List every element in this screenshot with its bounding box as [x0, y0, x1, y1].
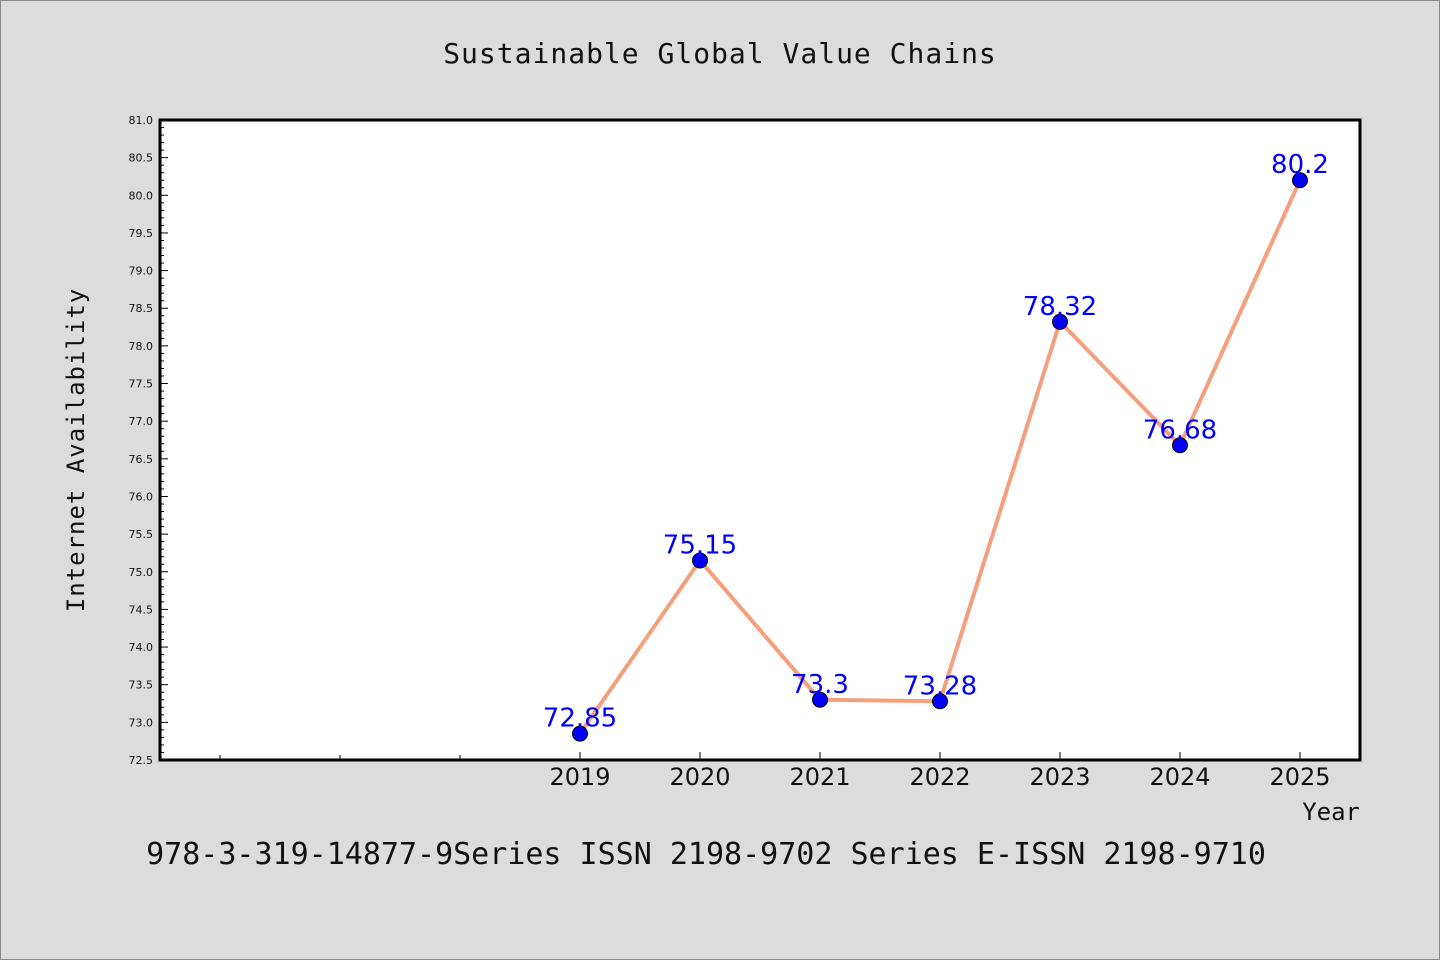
y-tick-label: 76.0: [129, 490, 154, 503]
y-tick-label: 77.0: [129, 415, 154, 428]
x-tick-label: 2024: [1149, 763, 1210, 791]
y-tick-label: 74.0: [129, 641, 154, 654]
y-tick-label: 78.5: [129, 302, 154, 315]
y-tick-label: 77.5: [129, 378, 154, 391]
data-point-marker: [1172, 437, 1188, 454]
y-tick-label: 78.0: [129, 340, 154, 353]
data-label: 76.68: [1143, 415, 1217, 445]
y-tick-label: 75.0: [129, 566, 154, 579]
data-label: 75.15: [663, 530, 737, 560]
y-tick-label: 73.0: [129, 716, 154, 729]
y-tick-label: 76.5: [129, 453, 154, 466]
x-tick-label: 2022: [909, 763, 970, 791]
y-tick-label: 80.5: [129, 152, 154, 165]
x-tick-label: 2025: [1269, 763, 1330, 791]
y-axis: 72.5 73.0 73.5 74.0 74.5 75.0 75.5 76.0 76.5 77.0…: [129, 114, 168, 767]
data-point-marker: [572, 725, 588, 742]
plot-area: [158, 118, 1362, 762]
x-tick-label: 2020: [669, 763, 730, 791]
x-tick-label: 2021: [789, 763, 850, 791]
y-tick-label: 74.5: [129, 603, 154, 616]
data-point-marker: [1052, 313, 1068, 330]
data-point-marker: [1292, 172, 1308, 189]
data-point-marker: [932, 693, 948, 710]
y-tick-label: 79.5: [129, 227, 154, 240]
chart-title: Sustainable Global Value Chains: [443, 37, 997, 70]
data-label: 73.28: [903, 671, 977, 701]
footer-isbn-text: 978-3-319-14877-9Series ISSN 2198-9702 S…: [146, 837, 1266, 872]
y-tick-label: 75.5: [129, 528, 154, 541]
data-point-marker: [812, 691, 828, 708]
x-axis-label: Year: [1302, 798, 1360, 826]
y-tick-label: 72.5: [129, 754, 154, 767]
data-label: 72.85: [543, 704, 617, 734]
data-label: 80.2: [1271, 150, 1329, 180]
y-tick-label: 80.0: [129, 189, 154, 202]
data-point-marker: [692, 552, 708, 569]
y-axis-label: Internet Availability: [62, 288, 90, 612]
data-label: 73.3: [791, 670, 849, 700]
y-tick-label: 73.5: [129, 679, 154, 692]
x-axis: 2019 2020 2021 2022 2023 2024 2025: [219, 752, 1331, 791]
y-tick-label: 79.0: [129, 265, 154, 278]
x-tick-label: 2023: [1029, 763, 1090, 791]
x-tick-label: 2019: [549, 763, 610, 791]
y-tick-label: 81.0: [129, 114, 154, 127]
data-label: 78.32: [1023, 292, 1097, 322]
series-line: 72.85 75.15 73.3 73.28 78.32 76.68 80.2: [543, 150, 1329, 742]
